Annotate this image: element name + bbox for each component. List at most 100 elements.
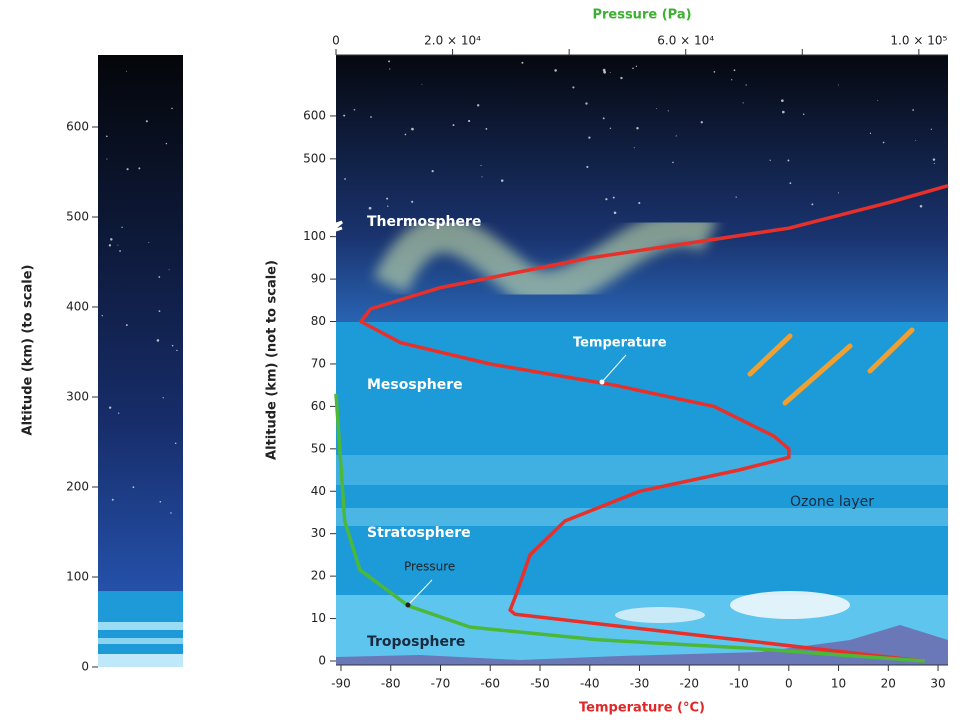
- star: [480, 164, 482, 167]
- star: [933, 162, 935, 164]
- y-tick-label: 50: [311, 441, 326, 455]
- star: [713, 71, 716, 73]
- band: [98, 654, 183, 667]
- star: [176, 349, 178, 352]
- ozone-band: [336, 455, 948, 485]
- left-column: [98, 55, 183, 667]
- y-tick-label: 400: [66, 300, 89, 314]
- x-tick-label: 20: [881, 677, 896, 691]
- star: [404, 133, 407, 136]
- star: [912, 109, 914, 111]
- y-tick-label: 600: [66, 120, 89, 134]
- star: [613, 211, 617, 215]
- star: [612, 196, 615, 199]
- x2-tick-label: 0: [332, 34, 340, 48]
- series-line: [359, 184, 949, 663]
- altitude-axis-title: Altitude (km) (not to scale): [265, 260, 280, 460]
- star: [632, 67, 634, 70]
- star: [132, 486, 135, 489]
- band: [98, 622, 183, 630]
- star: [387, 205, 389, 207]
- star: [171, 107, 173, 110]
- y-tick-label: 300: [66, 390, 89, 404]
- x-tick-label: -40: [580, 677, 600, 691]
- star: [368, 206, 372, 210]
- star: [667, 110, 669, 112]
- star: [932, 158, 936, 161]
- star: [745, 84, 747, 86]
- star: [588, 136, 591, 139]
- sky-column: [98, 55, 183, 667]
- ozone-band: [336, 508, 948, 526]
- x-tick-label: -50: [530, 677, 550, 691]
- x2-tick-label: 1.0 × 10⁵: [890, 34, 947, 48]
- star: [638, 201, 641, 205]
- star: [915, 139, 917, 141]
- x-tick-label: 10: [831, 677, 846, 691]
- x-tick-label: -60: [480, 677, 500, 691]
- y-tick-label: 80: [311, 314, 326, 328]
- star: [919, 205, 923, 208]
- y-tick-label: 0: [318, 654, 326, 668]
- meteor: [747, 333, 793, 377]
- star: [837, 84, 839, 86]
- star: [781, 110, 785, 114]
- star: [586, 165, 589, 168]
- star: [787, 159, 790, 162]
- star: [481, 176, 483, 178]
- star: [388, 60, 391, 63]
- y-tick-label: 600: [303, 108, 326, 122]
- meteor: [867, 327, 915, 374]
- star: [609, 71, 611, 73]
- star: [158, 276, 161, 278]
- star: [111, 498, 114, 501]
- y-tick-label: 500: [303, 151, 326, 165]
- star: [171, 344, 174, 347]
- y-tick-label: 60: [311, 399, 326, 413]
- star: [117, 412, 120, 414]
- star: [431, 170, 434, 173]
- aurora: [373, 210, 719, 306]
- star: [344, 178, 346, 180]
- star: [145, 120, 148, 123]
- star: [837, 192, 839, 194]
- callout-label: Temperature: [573, 336, 667, 351]
- star: [602, 68, 606, 72]
- star: [500, 179, 504, 182]
- cloud: [615, 607, 705, 623]
- star: [109, 406, 112, 409]
- star: [168, 269, 170, 271]
- y-tick-label: 90: [311, 272, 326, 286]
- star: [700, 121, 703, 124]
- meteor: [782, 343, 853, 406]
- star: [121, 226, 123, 228]
- x-tick-label: 30: [930, 677, 945, 691]
- callout-dot: [405, 602, 411, 608]
- star: [119, 250, 121, 252]
- x2-tick-label: 6.0 × 10⁴: [657, 34, 714, 48]
- star: [605, 198, 608, 201]
- layer-label: Stratosphere: [367, 525, 471, 541]
- x-tick-label: -80: [381, 677, 401, 691]
- star: [882, 141, 885, 144]
- star: [159, 500, 162, 503]
- callout-line: [407, 579, 433, 606]
- x-tick-label: 0: [785, 677, 793, 691]
- y-tick-label: 70: [311, 356, 326, 370]
- star: [370, 116, 372, 118]
- star: [672, 161, 674, 164]
- star: [485, 128, 488, 130]
- star: [636, 126, 639, 130]
- y-tick-label: 0: [81, 660, 89, 674]
- star: [675, 135, 677, 137]
- star: [165, 142, 168, 145]
- y-tick-label: 10: [311, 611, 326, 625]
- star: [353, 109, 356, 111]
- y-tick-label: 200: [66, 480, 89, 494]
- star: [789, 182, 792, 185]
- x2-tick-label: 2.0 × 10⁴: [424, 34, 481, 48]
- star: [656, 107, 658, 109]
- star: [125, 70, 127, 72]
- star: [877, 99, 879, 101]
